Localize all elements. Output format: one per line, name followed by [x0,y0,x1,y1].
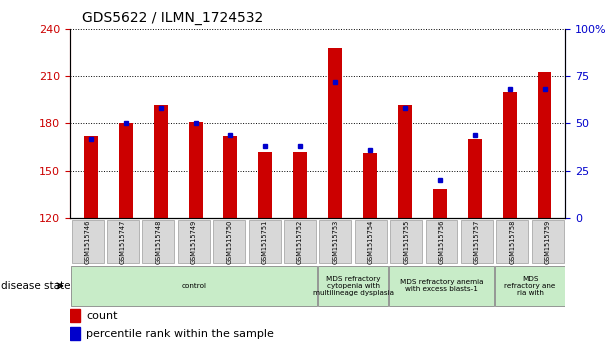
FancyBboxPatch shape [72,220,103,263]
Bar [503,92,517,218]
Text: GSM1515756: GSM1515756 [438,219,444,264]
Text: GSM1515757: GSM1515757 [474,219,480,264]
FancyBboxPatch shape [389,266,494,306]
Text: MDS refractory anemia
with excess blasts-1: MDS refractory anemia with excess blasts… [400,280,483,292]
Text: GSM1515746: GSM1515746 [85,219,91,264]
Bar [258,152,272,218]
FancyBboxPatch shape [461,220,493,263]
Bar [154,105,168,218]
FancyBboxPatch shape [355,220,387,263]
Text: GSM1515759: GSM1515759 [545,219,551,264]
Text: GSM1515750: GSM1515750 [226,219,232,264]
Bar [537,72,551,218]
Text: GSM1515748: GSM1515748 [156,219,161,264]
Text: count: count [86,311,118,321]
FancyBboxPatch shape [178,220,210,263]
Text: GSM1515752: GSM1515752 [297,219,303,264]
Text: MDS refractory
cytopenia with
multilineage dysplasia: MDS refractory cytopenia with multilinea… [313,276,393,296]
Bar [119,123,133,218]
FancyBboxPatch shape [496,266,565,306]
Text: MDS
refractory ane
ria with: MDS refractory ane ria with [505,276,556,296]
FancyBboxPatch shape [426,220,457,263]
Bar [398,105,412,218]
Bar [188,122,202,218]
FancyBboxPatch shape [319,220,351,263]
Bar [84,136,98,218]
Bar [363,153,377,218]
Text: GSM1515747: GSM1515747 [120,219,126,264]
FancyBboxPatch shape [496,220,528,263]
Bar [468,139,482,218]
Text: GSM1515755: GSM1515755 [403,219,409,264]
Text: GSM1515751: GSM1515751 [261,219,268,264]
FancyBboxPatch shape [319,266,388,306]
FancyBboxPatch shape [390,220,422,263]
FancyBboxPatch shape [142,220,174,263]
Text: percentile rank within the sample: percentile rank within the sample [86,329,274,339]
FancyBboxPatch shape [249,220,280,263]
FancyBboxPatch shape [107,220,139,263]
FancyBboxPatch shape [213,220,245,263]
Bar [433,189,447,218]
Text: GSM1515749: GSM1515749 [191,219,197,264]
Bar [70,327,80,340]
Text: GDS5622 / ILMN_1724532: GDS5622 / ILMN_1724532 [82,11,263,25]
Text: GSM1515754: GSM1515754 [368,219,374,264]
Bar [70,309,80,322]
Bar [224,136,237,218]
FancyBboxPatch shape [71,266,317,306]
FancyBboxPatch shape [284,220,316,263]
Text: control: control [181,283,206,289]
Text: GSM1515758: GSM1515758 [510,219,516,264]
Text: disease state: disease state [1,281,70,291]
FancyBboxPatch shape [532,220,564,263]
Bar [328,48,342,218]
Bar [293,152,307,218]
Text: GSM1515753: GSM1515753 [333,219,339,264]
